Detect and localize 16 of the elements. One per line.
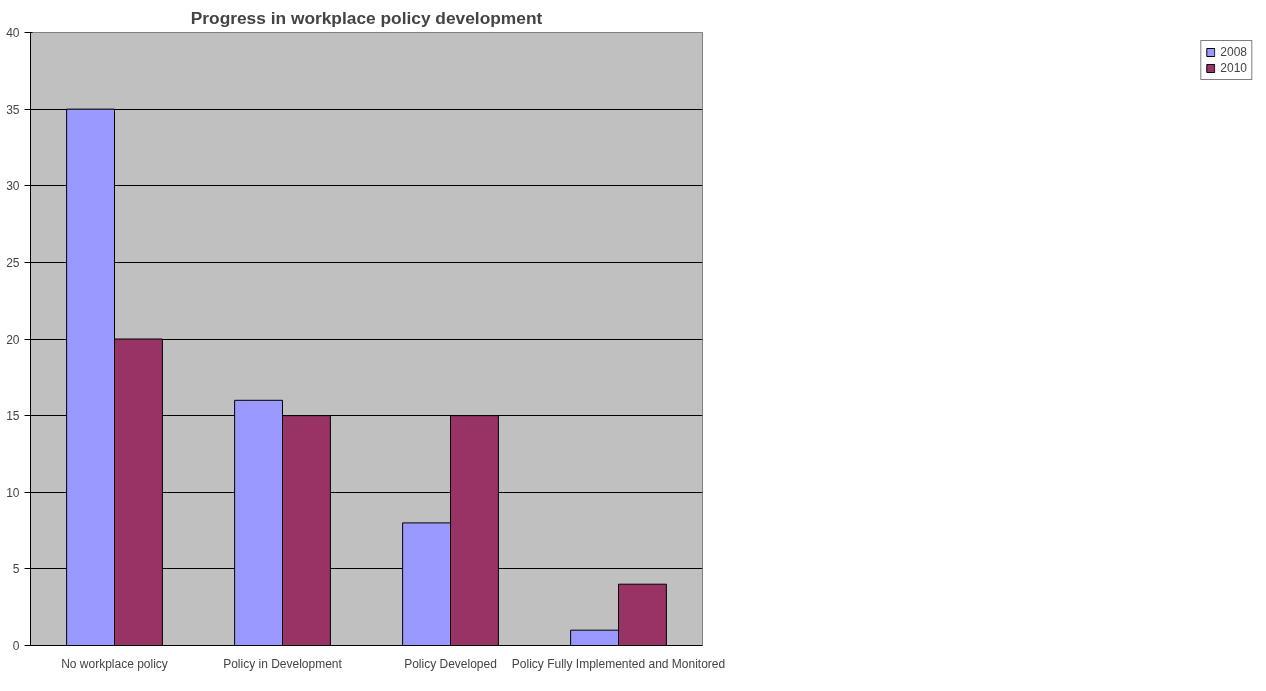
y-tick-label: 15 [6,409,20,424]
y-tick-label: 40 [6,26,20,40]
legend-label: 2008 [1220,45,1247,59]
x-tick-label: Policy Fully Implemented and Monitored [511,656,726,671]
x-tick-label: Policy Developed [404,656,497,671]
legend-label: 2010 [1220,61,1247,75]
y-tick-label: 10 [6,485,20,500]
y-tick-label: 35 [6,102,20,117]
x-tick-label: No workplace policy [61,656,168,671]
y-tick-label: 20 [6,332,20,347]
chart-title: Progress in workplace policy development [190,7,543,28]
y-tick-label: 25 [6,255,20,270]
x-tick-label: Policy in Development [223,656,343,671]
y-tick-label: 0 [12,639,20,653]
y-tick-label: 30 [6,179,20,194]
y-tick-label: 5 [12,562,20,577]
